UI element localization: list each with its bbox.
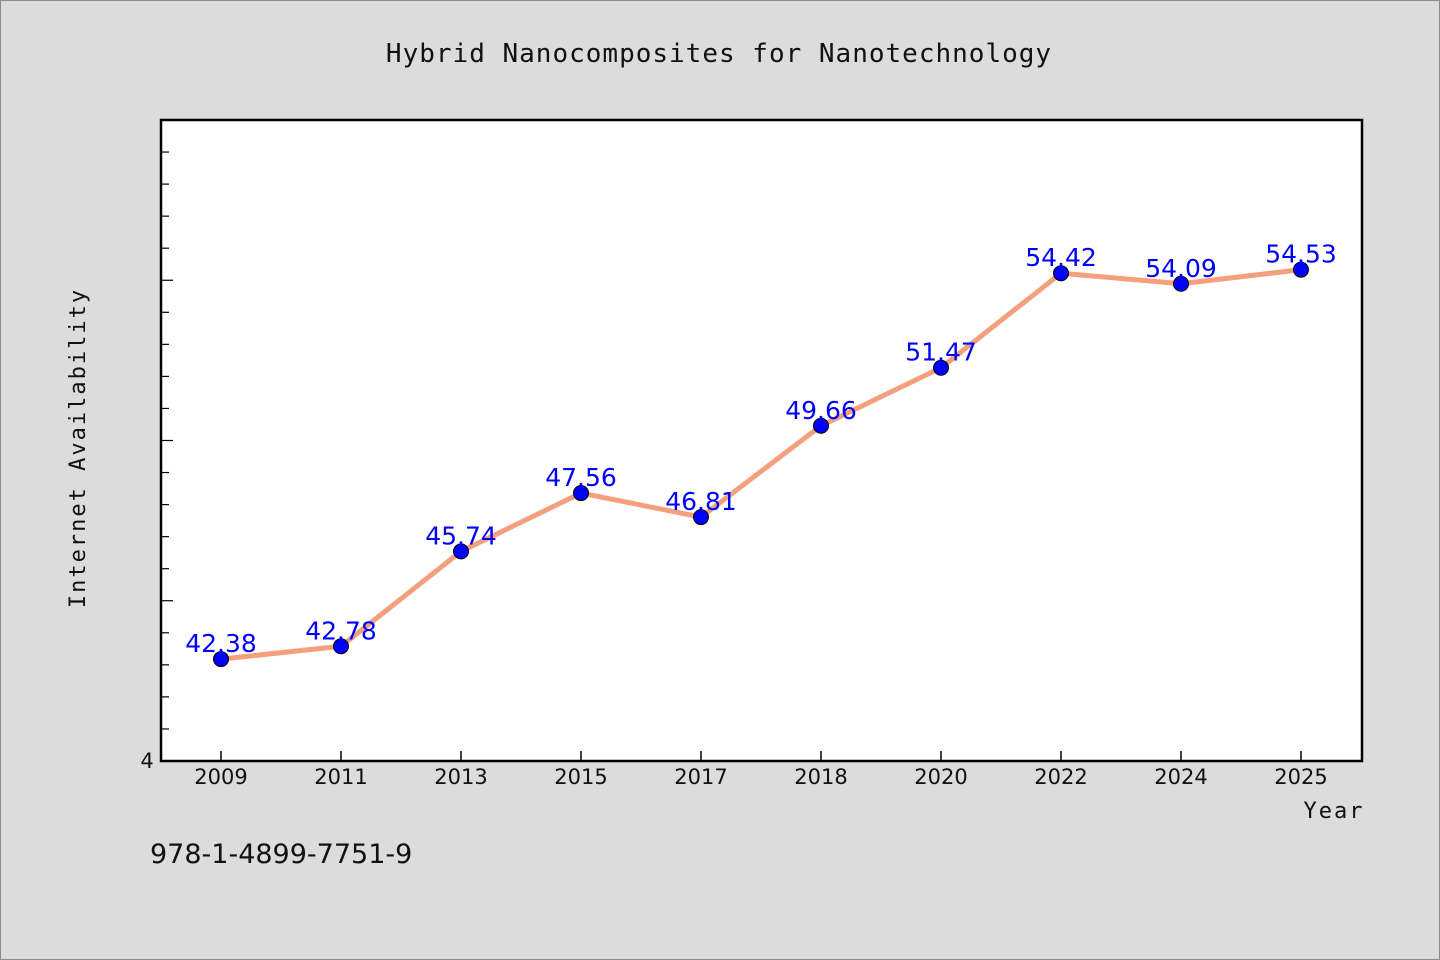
data-points (213, 261, 1309, 668)
data-label: 46.81 (665, 487, 737, 516)
data-labels: 42.38 42.78 45.74 47.56 46.81 49.66 51.47 54.42… (185, 240, 1337, 658)
data-point (933, 359, 949, 376)
chart-title: Hybrid Nanocomposites for Nanotechnology (386, 39, 1052, 69)
data-label: 42.78 (305, 616, 377, 645)
x-tick-label: 2017 (674, 765, 727, 789)
x-tick-label: 2024 (1154, 765, 1207, 789)
data-label: 47.56 (545, 463, 617, 492)
x-tick-label: 2015 (554, 765, 607, 789)
x-tick-label: 2022 (1034, 765, 1087, 789)
data-point (1293, 261, 1309, 278)
x-axis-tick-labels: 2009 2011 2013 2015 2017 2018 2020 2022 2024 2025 (194, 765, 1327, 789)
data-label: 54.42 (1025, 243, 1097, 272)
x-axis-ticks (220, 751, 1302, 761)
y-axis-ticks (161, 151, 173, 762)
x-tick-label: 2018 (794, 765, 847, 789)
data-label: 45.74 (425, 521, 497, 550)
data-point (1053, 265, 1069, 282)
data-point (573, 485, 589, 502)
data-label: 51.47 (905, 338, 977, 367)
data-label: 49.66 (785, 396, 857, 425)
data-point (453, 543, 469, 560)
y-tick-label: 4 (140, 749, 153, 773)
x-tick-label: 2025 (1274, 765, 1327, 789)
data-point (333, 638, 349, 655)
x-tick-label: 2009 (194, 765, 247, 789)
data-label: 54.53 (1265, 240, 1337, 269)
data-point (693, 509, 709, 526)
x-tick-label: 2020 (914, 765, 967, 789)
x-tick-label: 2013 (434, 765, 487, 789)
data-point (213, 651, 229, 668)
data-point (1173, 275, 1189, 292)
series-line (220, 267, 1302, 662)
y-axis-title: Internet Availability (66, 288, 91, 608)
data-label: 42.38 (185, 629, 257, 658)
x-axis-title: Year (1304, 799, 1365, 824)
plot-area (159, 118, 1364, 763)
x-tick-label: 2011 (314, 765, 367, 789)
data-label: 54.09 (1145, 254, 1217, 283)
isbn-footer: 978-1-4899-7751-9 (150, 839, 412, 870)
data-point (813, 417, 829, 434)
